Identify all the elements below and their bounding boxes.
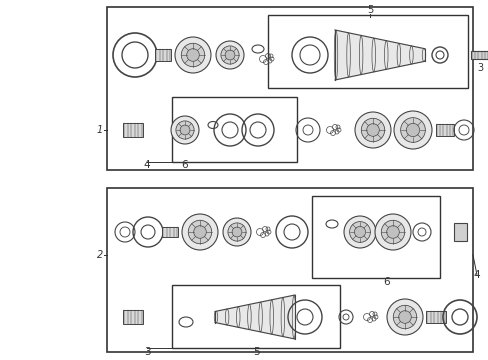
Circle shape	[182, 214, 218, 250]
Circle shape	[193, 226, 206, 238]
Text: 2: 2	[97, 250, 103, 260]
Circle shape	[374, 214, 410, 250]
Polygon shape	[215, 295, 294, 339]
Circle shape	[227, 223, 245, 241]
Circle shape	[386, 299, 422, 335]
Circle shape	[393, 111, 431, 149]
Circle shape	[354, 226, 365, 238]
Circle shape	[386, 226, 399, 238]
Circle shape	[361, 118, 384, 142]
Text: 4: 4	[143, 160, 150, 170]
Circle shape	[354, 112, 390, 148]
Circle shape	[400, 118, 425, 142]
Text: 5: 5	[366, 5, 372, 15]
Circle shape	[232, 227, 242, 237]
Text: 4: 4	[473, 270, 479, 280]
Polygon shape	[334, 30, 424, 80]
Circle shape	[406, 123, 419, 137]
Circle shape	[188, 220, 211, 244]
Bar	[107, 188, 472, 352]
Text: 3: 3	[143, 347, 150, 357]
Bar	[155, 49, 171, 61]
Bar	[435, 124, 453, 136]
Bar	[172, 97, 296, 162]
Bar	[162, 227, 178, 237]
Circle shape	[366, 124, 379, 136]
Text: 5: 5	[252, 347, 259, 357]
Bar	[123, 123, 142, 137]
Bar	[107, 7, 472, 170]
Text: 6: 6	[383, 277, 389, 287]
Circle shape	[216, 41, 244, 69]
Circle shape	[186, 49, 199, 61]
Circle shape	[224, 50, 234, 60]
Circle shape	[398, 311, 410, 323]
Bar	[172, 285, 339, 348]
Circle shape	[180, 125, 189, 135]
Bar	[123, 310, 142, 324]
Circle shape	[392, 305, 416, 329]
Circle shape	[176, 121, 194, 139]
Circle shape	[349, 222, 369, 242]
Text: 1: 1	[97, 125, 103, 135]
Bar	[470, 51, 488, 59]
Bar	[267, 15, 467, 88]
Bar	[311, 196, 439, 278]
Circle shape	[175, 37, 210, 73]
Bar	[425, 311, 445, 323]
Circle shape	[221, 46, 239, 64]
Circle shape	[381, 220, 404, 244]
Circle shape	[171, 116, 199, 144]
Circle shape	[181, 43, 204, 67]
Text: 3: 3	[476, 63, 482, 73]
Circle shape	[343, 216, 375, 248]
Circle shape	[223, 218, 250, 246]
Text: 6: 6	[182, 160, 188, 170]
Bar	[452, 223, 466, 241]
